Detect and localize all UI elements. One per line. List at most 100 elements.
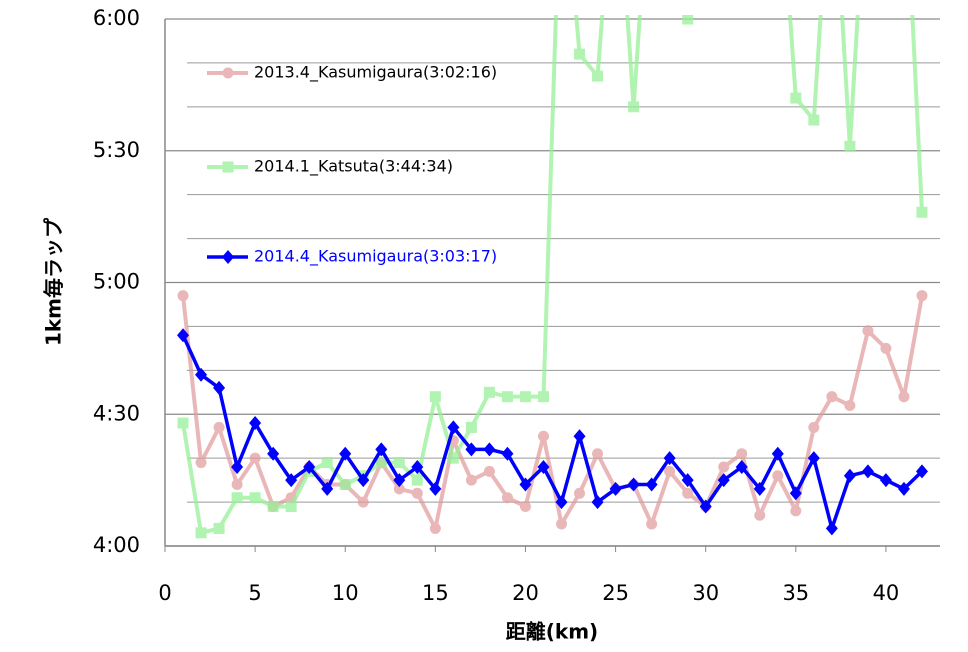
data-point	[519, 477, 532, 492]
data-point	[393, 483, 405, 495]
data-point	[339, 479, 351, 491]
data-point	[231, 492, 243, 504]
data-point	[808, 421, 820, 433]
x-tick-label: 25	[602, 581, 629, 605]
data-point	[267, 500, 279, 512]
data-point	[573, 429, 586, 444]
data-point	[249, 416, 262, 431]
data-point	[790, 505, 802, 517]
data-point	[177, 290, 189, 302]
data-point	[213, 421, 225, 433]
x-tick-label: 5	[248, 581, 261, 605]
data-point	[915, 464, 928, 479]
data-point	[844, 140, 856, 152]
data-point	[465, 474, 477, 486]
data-point	[664, 465, 676, 477]
series	[177, 15, 928, 539]
data-point	[555, 495, 568, 510]
x-axis-title: 距離(km)	[506, 620, 598, 644]
legend-key	[207, 161, 248, 173]
legend-label: 2014.4_Kasumigaura(3:03:17)	[254, 247, 497, 267]
data-point	[303, 459, 316, 474]
data-point	[591, 495, 604, 510]
plot-area	[177, 15, 928, 539]
data-point	[663, 451, 676, 466]
data-point	[501, 446, 514, 461]
data-point	[898, 391, 910, 403]
labels: 4:00 4:30 5:00 5:30 6:00 0 5 10 15 20 25 30 35 40 2013…	[93, 6, 899, 605]
data-point	[177, 417, 189, 429]
data-point	[393, 457, 405, 469]
data-point	[681, 473, 694, 488]
data-point	[699, 499, 712, 514]
data-point	[393, 473, 406, 488]
data-point	[826, 391, 838, 403]
data-point	[285, 473, 298, 488]
data-point	[825, 521, 838, 536]
legend-label: 2013.4_Kasumigaura(3:02:16)	[254, 63, 497, 83]
data-point	[213, 522, 225, 534]
data-point	[285, 500, 297, 512]
data-point	[321, 481, 334, 496]
data-point	[465, 421, 477, 433]
data-point	[429, 391, 441, 403]
data-point	[861, 464, 874, 479]
data-point	[682, 15, 694, 25]
data-point	[411, 459, 424, 474]
data-point	[501, 391, 513, 403]
data-point	[592, 448, 604, 460]
data-point	[447, 420, 460, 435]
data-point	[375, 442, 388, 457]
data-point	[195, 367, 208, 382]
data-point	[753, 481, 766, 496]
data-point	[249, 492, 261, 504]
x-tick-label: 35	[782, 581, 809, 605]
data-point	[483, 442, 496, 457]
data-point	[879, 473, 892, 488]
grid	[164, 18, 940, 552]
data-point	[574, 48, 586, 60]
legend-key	[207, 250, 248, 264]
data-point	[645, 477, 658, 492]
data-point	[609, 481, 622, 496]
x-tick-label: 40	[873, 581, 900, 605]
series	[177, 328, 928, 536]
data-point	[862, 325, 874, 337]
data-point	[646, 518, 658, 530]
data-point	[916, 206, 928, 218]
legend-entry: 2013.4_Kasumigaura(3:02:16)	[207, 63, 497, 83]
data-point	[249, 452, 261, 464]
y-tick-label: 6:00	[93, 6, 140, 30]
data-point	[682, 487, 694, 499]
data-point	[231, 459, 244, 474]
data-point	[808, 114, 820, 126]
data-point	[195, 457, 207, 469]
data-point	[843, 468, 856, 483]
data-point	[357, 473, 370, 488]
legend-key	[207, 67, 248, 79]
x-tick-label: 30	[692, 581, 719, 605]
x-tick-label: 15	[422, 581, 449, 605]
data-point	[483, 465, 495, 477]
y-tick-label: 4:00	[93, 533, 140, 557]
data-point	[717, 473, 730, 488]
data-point	[177, 328, 190, 343]
data-point	[772, 470, 784, 482]
data-point	[790, 92, 802, 104]
legend-marker	[222, 250, 234, 264]
data-point	[574, 487, 586, 499]
data-point	[537, 391, 549, 403]
data-point	[771, 446, 784, 461]
data-point	[537, 459, 550, 474]
y-tick-label: 5:00	[93, 270, 140, 294]
data-point	[321, 457, 333, 469]
data-point	[519, 500, 531, 512]
y-tick-label: 5:30	[93, 138, 140, 162]
data-point	[736, 448, 748, 460]
data-point	[231, 479, 243, 491]
data-point	[754, 509, 766, 521]
data-point	[267, 446, 280, 461]
data-point	[483, 386, 495, 398]
data-point	[556, 518, 568, 530]
